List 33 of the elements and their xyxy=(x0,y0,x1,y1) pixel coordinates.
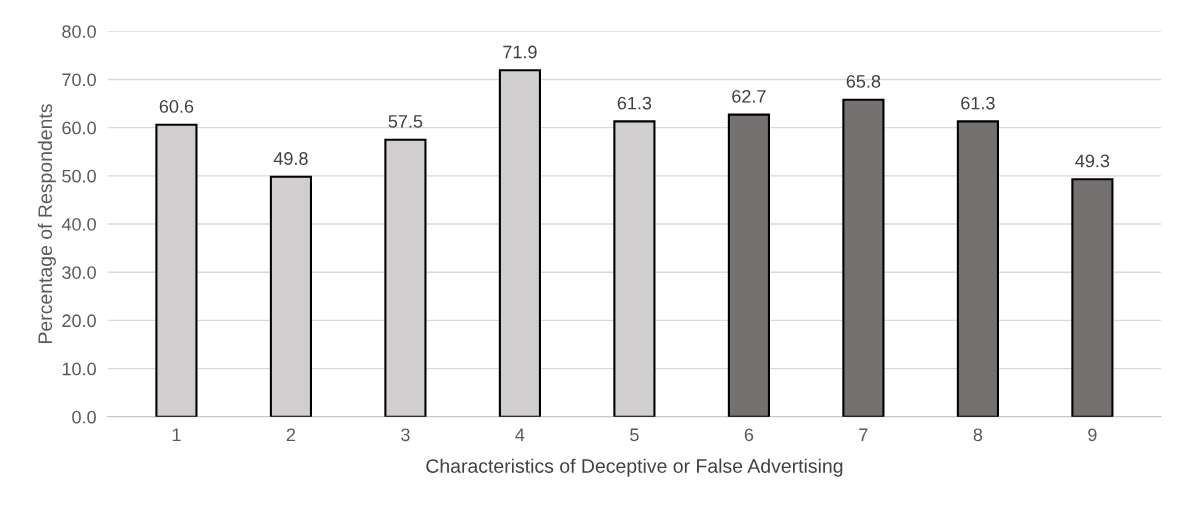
data-label: 71.9 xyxy=(503,45,537,59)
y-tick-label: 10.0 xyxy=(62,362,96,376)
bar xyxy=(956,120,999,417)
x-tick-label: 6 xyxy=(744,428,754,442)
data-label: 61.3 xyxy=(617,96,652,110)
y-tick-label: 0.0 xyxy=(72,410,96,424)
bar xyxy=(1071,178,1114,417)
x-tick-label: 8 xyxy=(973,428,983,442)
data-label: 49.8 xyxy=(273,152,308,165)
data-label: 60.6 xyxy=(159,100,194,113)
y-tick-label: 70.0 xyxy=(62,73,96,87)
bar xyxy=(842,98,885,417)
x-tick-label: 7 xyxy=(859,428,868,441)
y-tick-label: 80.0 xyxy=(62,25,96,38)
x-tick-label: 5 xyxy=(630,428,639,442)
x-tick-label: 3 xyxy=(401,428,410,442)
data-label: 61.3 xyxy=(961,96,995,110)
data-label: 65.8 xyxy=(846,75,881,88)
x-axis-title: Characteristics of Deceptive or False Advertising xyxy=(426,458,843,477)
y-tick-label: 60.0 xyxy=(62,121,96,135)
y-tick-label: 30.0 xyxy=(62,266,96,279)
x-tick-label: 9 xyxy=(1088,428,1097,442)
data-label: 49.3 xyxy=(1075,154,1110,168)
y-tick-label: 20.0 xyxy=(62,314,96,328)
y-axis-title: Percentage of Respondents xyxy=(37,104,56,343)
x-tick-label: 1 xyxy=(172,428,181,441)
data-label: 57.5 xyxy=(388,115,423,128)
bar xyxy=(727,113,770,417)
y-tick-label: 50.0 xyxy=(62,169,96,183)
data-label: 62.7 xyxy=(732,89,766,103)
x-tick-label: 4 xyxy=(515,428,525,441)
x-tick-label: 2 xyxy=(286,428,296,441)
y-tick-label: 40.0 xyxy=(61,217,96,231)
